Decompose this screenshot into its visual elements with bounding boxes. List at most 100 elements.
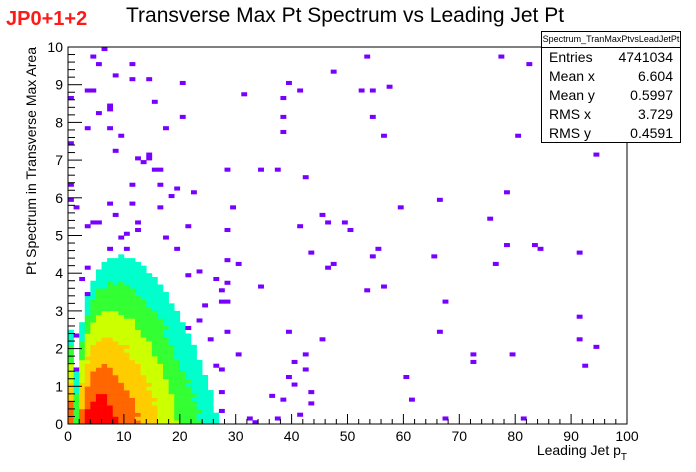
- x-tick-label: 90: [563, 428, 579, 444]
- heatmap-cell: [241, 92, 248, 97]
- heatmap-cell: [123, 322, 130, 327]
- heatmap-cell: [151, 371, 158, 376]
- heatmap-cell: [68, 141, 74, 146]
- heatmap-cell: [163, 405, 169, 410]
- heatmap-cell: [123, 337, 130, 342]
- heatmap-cell: [185, 367, 192, 372]
- heatmap-cell: [84, 341, 91, 346]
- heatmap-cell: [140, 292, 147, 297]
- heatmap-cell: [107, 393, 114, 398]
- heatmap-cell: [118, 337, 125, 342]
- heatmap-cell: [179, 412, 186, 417]
- heatmap-cell: [308, 250, 315, 255]
- heatmap-cell: [101, 329, 108, 334]
- heatmap-cell: [107, 126, 114, 131]
- heatmap-cell: [140, 416, 147, 421]
- heatmap-cell: [107, 310, 114, 315]
- heatmap-cell: [179, 416, 186, 421]
- heatmap-cell: [140, 333, 147, 338]
- y-tick-label: 9: [55, 77, 63, 93]
- heatmap-cell: [168, 416, 175, 421]
- heatmap-cell: [84, 363, 91, 368]
- heatmap-cell: [107, 325, 114, 331]
- heatmap-cell: [73, 393, 80, 398]
- heatmap-cell: [196, 378, 203, 383]
- heatmap-cell: [90, 303, 97, 308]
- heatmap-cell: [112, 367, 119, 372]
- heatmap-cell: [79, 393, 86, 398]
- heatmap-cell: [151, 280, 158, 285]
- heatmap-cell: [168, 405, 175, 410]
- heatmap-cell: [151, 333, 158, 338]
- heatmap-cell: [174, 371, 181, 376]
- heatmap-cell: [84, 322, 91, 327]
- heatmap-cell: [151, 382, 158, 387]
- heatmap-cell: [118, 276, 125, 282]
- heatmap-cell: [157, 205, 164, 210]
- heatmap-cell: [129, 288, 136, 293]
- heatmap-cell: [151, 374, 158, 380]
- heatmap-cell: [174, 408, 181, 413]
- heatmap-cell: [202, 405, 209, 410]
- y-tick-label: 1: [55, 378, 63, 394]
- heatmap-cell: [135, 288, 141, 293]
- heatmap-cell: [79, 329, 86, 334]
- heatmap-cell: [146, 333, 153, 338]
- heatmap-cell: [140, 295, 147, 300]
- heatmap-cell: [224, 329, 231, 334]
- heatmap-cell: [73, 371, 80, 376]
- heatmap-cell: [84, 352, 91, 357]
- heatmap-cell: [358, 88, 365, 93]
- heatmap-cell: [68, 363, 74, 368]
- heatmap-cell: [436, 197, 443, 202]
- heatmap-cell: [146, 325, 153, 331]
- heatmap-cell: [84, 390, 91, 395]
- heatmap-cell: [140, 269, 147, 274]
- heatmap-cell: [157, 359, 164, 364]
- heatmap-cell: [123, 269, 130, 274]
- heatmap-cell: [112, 363, 119, 368]
- heatmap-cell: [101, 393, 108, 398]
- heatmap-cell: [196, 416, 203, 421]
- heatmap-cell: [341, 220, 348, 225]
- heatmap-cell: [135, 220, 141, 225]
- heatmap-cell: [129, 273, 136, 278]
- heatmap-cell: [185, 416, 192, 421]
- heatmap-cell: [185, 341, 192, 346]
- heatmap-cell: [157, 356, 164, 361]
- heatmap-cell: [118, 408, 125, 413]
- heatmap-cell: [146, 318, 153, 323]
- heatmap-cell: [151, 318, 158, 323]
- heatmap-cell: [129, 265, 136, 270]
- heatmap-cell: [135, 408, 141, 413]
- heatmap-cell: [302, 175, 309, 180]
- heatmap-cell: [90, 280, 97, 285]
- heatmap-cell: [157, 288, 164, 293]
- heatmap-cell: [185, 378, 192, 383]
- heatmap-cell: [123, 405, 130, 410]
- heatmap-cell: [146, 152, 153, 157]
- heatmap-cell: [146, 348, 153, 353]
- heatmap-cell: [146, 363, 153, 368]
- heatmap-cell: [107, 273, 114, 278]
- heatmap-cell: [196, 420, 203, 425]
- heatmap-cell: [95, 408, 102, 413]
- heatmap-cell: [146, 292, 153, 297]
- heatmap-cell: [101, 322, 108, 327]
- heatmap-cell: [90, 314, 97, 319]
- heatmap-cell: [112, 284, 119, 289]
- heatmap-cell: [123, 280, 130, 285]
- heatmap-cell: [168, 352, 175, 357]
- heatmap-cell: [95, 325, 102, 331]
- heatmap-cell: [118, 280, 125, 285]
- heatmap-cell: [190, 348, 197, 353]
- heatmap-cell: [90, 54, 97, 59]
- heatmap-cell: [168, 356, 175, 361]
- heatmap-cell: [84, 310, 91, 315]
- heatmap-cell: [442, 416, 449, 421]
- heatmap-cell: [118, 367, 125, 372]
- heatmap-cell: [95, 393, 102, 398]
- heatmap-cell: [146, 359, 153, 364]
- heatmap-cell: [163, 318, 169, 323]
- heatmap-cell: [151, 367, 158, 372]
